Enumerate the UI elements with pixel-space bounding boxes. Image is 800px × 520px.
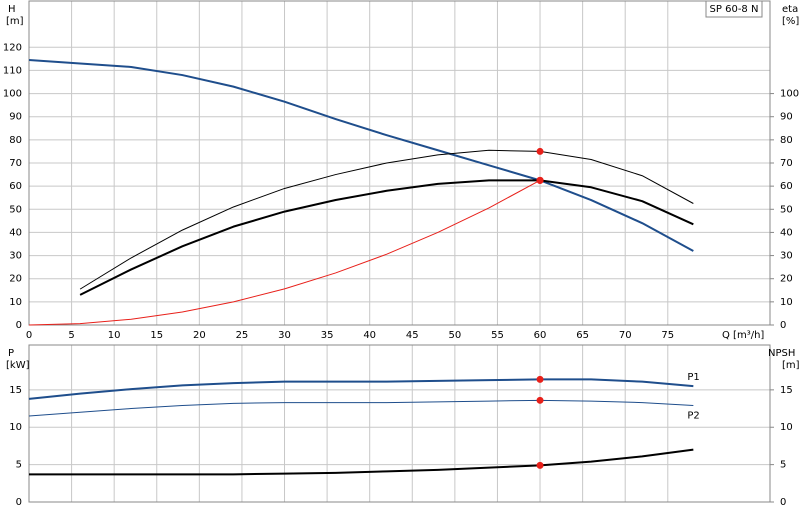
y-tick-label: 40 [9,227,22,238]
x-tick-label: 35 [321,330,334,341]
x-tick-label: 15 [150,330,163,341]
x-tick-label: 25 [236,330,249,341]
y2-tick-label: 30 [780,251,793,262]
series-line [79,179,694,296]
y-tick-label: 120 [3,42,22,53]
series-line [28,378,694,400]
duty-point [536,147,544,155]
legend-box [705,0,763,18]
y2-tick-label: 10 [780,297,793,308]
x-tick-label: 65 [576,330,589,341]
y-tick-label: 70 [9,158,22,169]
y-tick-label: 0 [16,497,22,508]
y-tick-label: 50 [9,204,22,215]
y-tick-label: 5 [16,460,22,471]
series-line [28,59,694,252]
plot-area [29,345,770,502]
x-tick-label: 60 [534,330,547,341]
y2-tick-label: 15 [780,385,793,396]
y-tick-label: 110 [3,65,22,76]
x-tick-label: 55 [491,330,504,341]
plot-frame [28,0,771,326]
duty-point [536,396,544,404]
x-tick-label: 40 [363,330,376,341]
y-axis-label: P [8,348,14,359]
y2-tick-label: 0 [780,320,786,331]
y-axis-label: H [8,4,16,15]
y-tick-label: 30 [9,251,22,262]
x-tick-label: 10 [108,330,121,341]
y2-tick-label: 90 [780,112,793,123]
y-axis-unit: [m] [6,16,24,27]
x-tick-label: 20 [193,330,206,341]
y2-tick-label: 20 [780,274,793,285]
x-tick-label: 45 [406,330,419,341]
x-tick-label: 50 [448,330,461,341]
y2-tick-label: 100 [780,89,799,100]
y2-axis-unit: [m] [782,360,800,371]
legend-text: SP 60-8 N [710,4,759,15]
y2-tick-label: 60 [780,181,793,192]
y-tick-label: 15 [9,385,22,396]
x-tick-label: 75 [661,330,674,341]
x-tick-label: 70 [619,330,632,341]
y2-tick-label: 5 [780,460,786,471]
y2-tick-label: 50 [780,204,793,215]
x-axis-label: Q [m³/h] [722,330,764,341]
duty-point [536,461,544,469]
series-line [28,399,694,417]
y-tick-label: 10 [9,297,22,308]
y-tick-label: 100 [3,89,22,100]
y2-tick-label: 0 [780,497,786,508]
y-axis-unit: [kW] [6,360,30,371]
y-tick-label: 20 [9,274,22,285]
y2-axis-unit: [%] [782,16,799,27]
y-tick-label: 90 [9,112,22,123]
y-tick-label: 80 [9,135,22,146]
series-line [28,179,541,326]
x-tick-label: 0 [26,330,32,341]
series-label: P1 [687,372,699,383]
duty-point [536,375,544,383]
y-tick-label: 60 [9,181,22,192]
y2-axis-label: eta [782,4,798,15]
y-tick-label: 0 [16,320,22,331]
y2-tick-label: 40 [780,227,793,238]
y2-tick-label: 80 [780,135,793,146]
series-line [79,149,694,290]
plot-frame [28,344,771,503]
series-label: P2 [687,411,699,422]
y2-tick-label: 70 [780,158,793,169]
series-line [29,448,694,476]
duty-point [536,176,544,184]
x-tick-label: 30 [278,330,291,341]
x-tick-label: 5 [68,330,74,341]
y2-tick-label: 10 [780,422,793,433]
y2-axis-label: NPSH [768,348,795,359]
y-tick-label: 10 [9,422,22,433]
